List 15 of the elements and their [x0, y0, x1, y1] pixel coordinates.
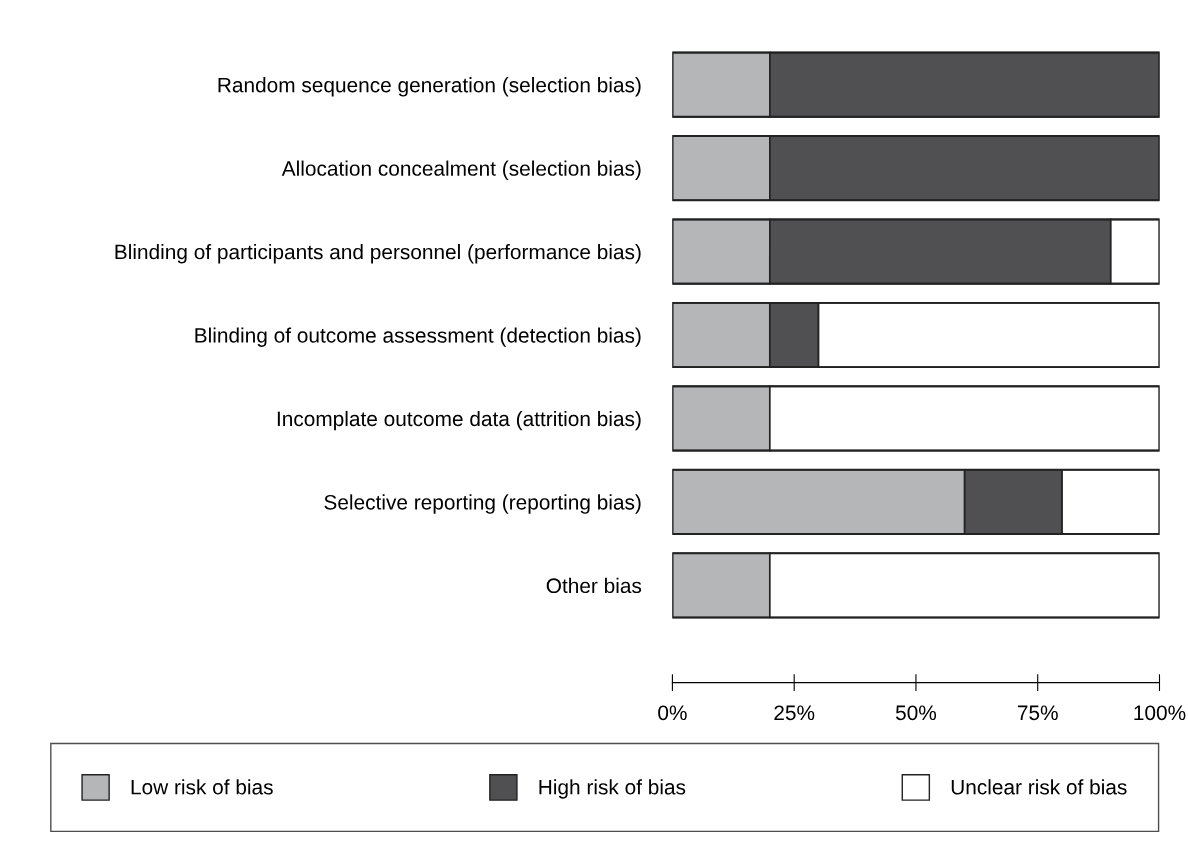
y-tick-label: Blinding of outcome assessment (detection bias)	[195, 327, 641, 347]
y-tick-label: Random sequence generation (selection bias)	[218, 77, 641, 97]
y-tick-label: Blinding of participants and personnel (performance bias)	[115, 244, 641, 264]
y-tick-label: Allocation concealment (selection bias)	[281, 160, 641, 180]
legend-label: High risk of bias	[539, 779, 686, 799]
y-tick-label: Incomplate outcome data (attrition bias)	[277, 410, 641, 431]
y-tick-label: Other bias	[546, 577, 642, 594]
y-tick-label: Selective reporting (reporting bias)	[324, 494, 641, 514]
x-tick-label: 0%	[658, 705, 687, 721]
legend-label: Unclear risk of bias	[951, 779, 1127, 795]
x-tick-label: 50%	[895, 705, 937, 721]
legend-label: Low risk of bias	[131, 779, 273, 795]
x-tick-label: 25%	[774, 705, 815, 721]
x-tick-label: 75%	[1017, 705, 1058, 721]
x-tick-label: 100%	[1134, 705, 1186, 721]
